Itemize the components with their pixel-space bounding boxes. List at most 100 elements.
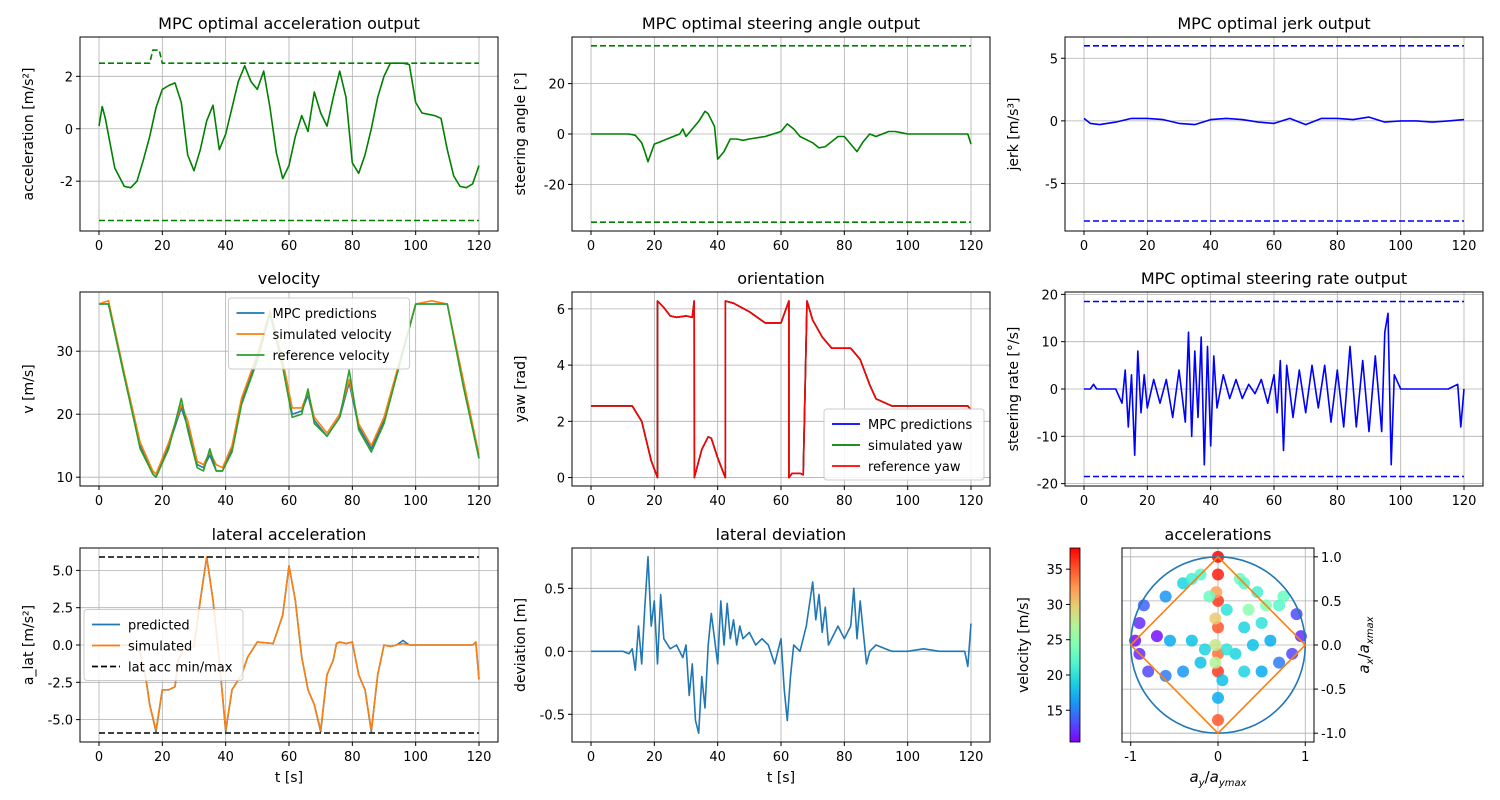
y-tick-label: 20 [1041, 288, 1058, 303]
acceleration-point [1142, 665, 1155, 678]
subplot-4: 0 20 40 60 80 100 120 10 20 30 velocity v [m/s] MPC … [21, 269, 499, 509]
series-1-line [1083, 116, 1465, 126]
x-tick-label: 0 [95, 494, 103, 509]
subplot-title: lateral acceleration [212, 525, 367, 544]
y-tick-label: -1.0 [1321, 727, 1346, 742]
colorbar-tick-label: 30 [1046, 598, 1063, 613]
colorbar-bar [1069, 547, 1081, 743]
acceleration-point [1216, 674, 1229, 687]
acceleration-point [1212, 568, 1224, 581]
y-tick-label: 0.5 [1321, 595, 1342, 610]
x-tick-label: 60 [1266, 494, 1283, 509]
x-tick-label: 60 [773, 494, 790, 509]
acceleration-point [1164, 634, 1176, 647]
subplot-title: velocity [258, 269, 321, 288]
x-tick-label: 120 [959, 494, 984, 509]
x-tick-label: 100 [895, 750, 920, 765]
y-axis-label: ax/axmax [1355, 616, 1376, 673]
x-tick-label: 80 [344, 239, 361, 254]
acceleration-point [1220, 603, 1233, 616]
series-2-line [99, 49, 479, 65]
y-tick-label: 5.0 [52, 564, 73, 579]
y-tick-label: -0.5 [1321, 683, 1346, 698]
acceleration-point [1286, 647, 1299, 660]
legend: MPC predictions simulated yaw reference ya… [823, 408, 985, 481]
x-tick-label: 80 [836, 750, 853, 765]
subplot-title: MPC optimal steering angle output [642, 14, 920, 33]
x-tick-label: 60 [281, 750, 298, 765]
acceleration-point [1212, 691, 1224, 704]
x-axis-label: t [s] [767, 770, 795, 786]
y-tick-label: 0.0 [544, 645, 565, 660]
acceleration-point [1220, 643, 1233, 656]
x-tick-label: 60 [773, 750, 790, 765]
legend-entry: simulated velocity [273, 328, 392, 343]
x-tick-label: 80 [344, 750, 361, 765]
x-tick-label: 120 [467, 494, 492, 509]
legend-entry: reference velocity [273, 349, 390, 364]
acceleration-point [1264, 634, 1277, 647]
x-tick-label: 100 [1388, 239, 1413, 254]
subplot-3: 0 20 40 60 80 100 120 -5 0 5 MPC optimal jerk outp… [1006, 14, 1484, 254]
y-axis-label: v [m/s] [21, 364, 37, 413]
x-tick-label: 40 [709, 750, 726, 765]
x-tick-label: 120 [1452, 239, 1477, 254]
legend-entry: simulated yaw [868, 439, 963, 454]
subplot-2: 0 20 40 60 80 100 120 -20 0 20 MPC optimal steerin… [513, 14, 991, 254]
x-tick-label: 20 [1139, 239, 1156, 254]
y-tick-label: 10 [56, 471, 73, 486]
y-axis-label: jerk [m/s³] [1006, 97, 1022, 171]
legend: MPC predictions simulated velocity referen… [228, 297, 410, 370]
acceleration-point [1150, 630, 1163, 643]
x-tick-label: 100 [1388, 494, 1413, 509]
acceleration-point [1185, 634, 1198, 647]
acceleration-point [1177, 665, 1190, 678]
y-tick-label: -20 [1037, 478, 1058, 493]
x-tick-label: 120 [959, 750, 984, 765]
series-1-line [1084, 312, 1465, 466]
plot-area [98, 49, 480, 222]
x-tick-label: 100 [895, 239, 920, 254]
x-tick-label: 60 [1266, 239, 1283, 254]
x-tick-label: 0 [1080, 239, 1088, 254]
x-tick-label: 20 [154, 239, 171, 254]
subplot-7: 0 20 40 60 80 100 120 -5.0 -2.5 0.0 2.5 5.0 lateral … [21, 525, 499, 786]
x-tick-label: 120 [467, 750, 492, 765]
acceleration-point [1133, 616, 1146, 629]
acceleration-point [1203, 590, 1216, 603]
y-tick-label: 20 [56, 408, 73, 423]
x-axis-label: ay/aymax [1189, 768, 1246, 789]
y-tick-label: -2 [60, 175, 73, 190]
colorbar-tick-label: 35 [1046, 563, 1063, 578]
y-tick-label: 2.5 [52, 602, 73, 617]
x-tick-label: 60 [281, 239, 298, 254]
reference-yaw-line [591, 300, 972, 479]
colorbar: 15 20 25 30 35 velocity [m/s] [1016, 547, 1081, 743]
y-tick-label: 0 [557, 472, 565, 487]
x-tick-label: 20 [646, 750, 663, 765]
x-tick-label: 20 [646, 494, 663, 509]
y-tick-label: 20 [548, 78, 565, 93]
legend-entry: MPC predictions [868, 418, 972, 433]
y-tick-label: 10 [1041, 336, 1058, 351]
acceleration-point [1255, 665, 1268, 678]
subplot-title: MPC optimal jerk output [1177, 14, 1370, 33]
legend-box [83, 609, 244, 681]
x-tick-label: 20 [646, 239, 663, 254]
subplot-title: MPC optimal acceleration output [158, 14, 420, 33]
y-tick-label: 2 [65, 70, 73, 85]
x-tick-label: 40 [1202, 239, 1219, 254]
acceleration-point [1246, 639, 1259, 651]
x-tick-label: 0 [587, 239, 595, 254]
x-tick-label: 40 [709, 239, 726, 254]
legend-entry: simulated [128, 640, 192, 655]
y-axis-label: a_lat [m/s²] [21, 605, 37, 685]
x-tick-label: 100 [403, 494, 428, 509]
x-tick-label: 20 [1139, 494, 1156, 509]
legend: predicted simulated lat acc min/max [83, 609, 244, 681]
plot-area [1083, 44, 1465, 222]
subplot-8: 0 20 40 60 80 100 120 -0.5 0.0 0.5 lateral deviati… [513, 525, 991, 786]
limit-diamond [1129, 555, 1307, 735]
series-1-line [591, 110, 972, 163]
y-axis-label: steering angle [°] [513, 72, 529, 195]
